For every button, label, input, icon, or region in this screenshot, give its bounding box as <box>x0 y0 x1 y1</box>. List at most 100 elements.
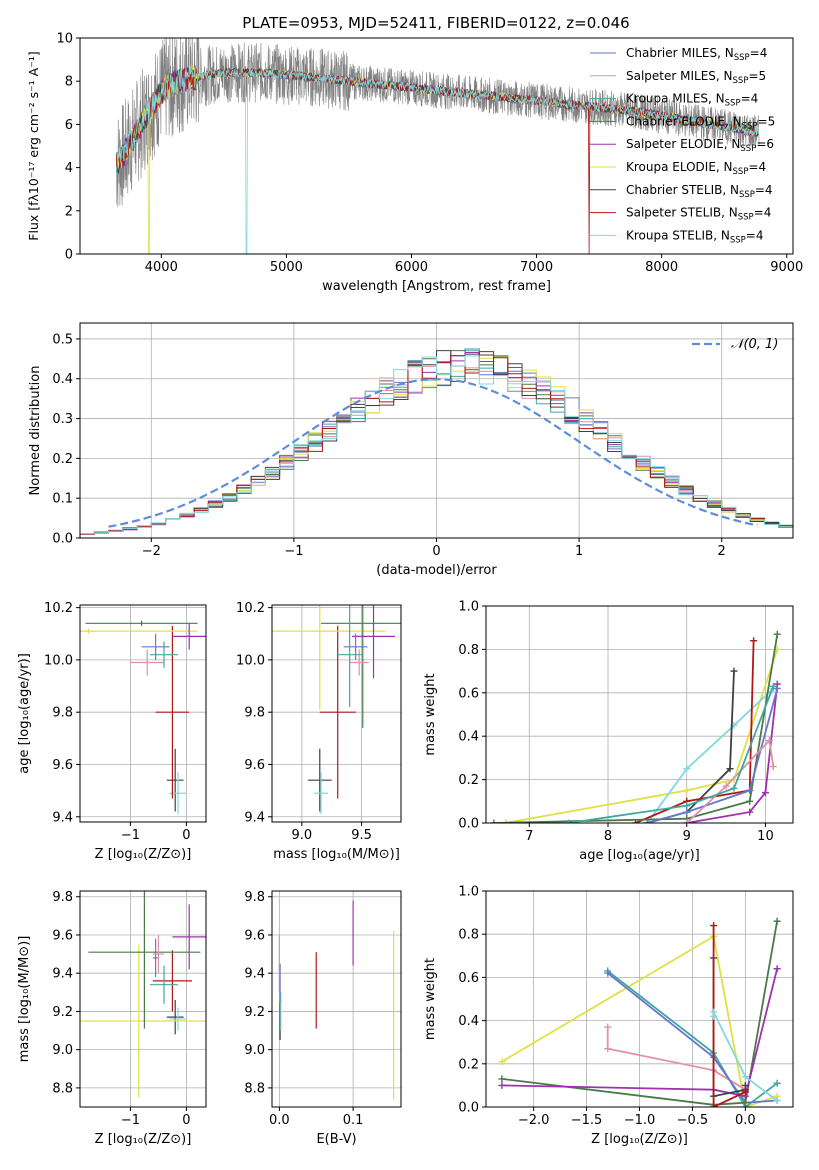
y-tick-label: 9.6 <box>244 758 265 773</box>
y-tick-label: 0.4 <box>458 1014 479 1029</box>
y-tick-label: 8.8 <box>244 1081 265 1096</box>
plot-area-residual_histogram <box>80 348 793 538</box>
data-point-marker <box>683 786 691 794</box>
x-tick-label: 2 <box>718 544 726 559</box>
y-tick-label: 2 <box>65 204 73 219</box>
plot-area-age_vs_Z <box>80 620 206 815</box>
axes-age_vs_Z <box>80 605 206 822</box>
series-line <box>505 649 779 823</box>
data-point-marker <box>741 1099 749 1107</box>
data-point-marker <box>769 763 777 771</box>
y-tick-label: 9.4 <box>244 967 265 982</box>
legend-entry: Chabrier MILES, NSSP=4 <box>626 46 767 63</box>
series-line <box>686 738 775 823</box>
data-point-marker <box>746 797 754 805</box>
data-point-marker <box>643 819 651 823</box>
y-tick-label: 6 <box>65 118 73 133</box>
y-axis-label: Normed distribution <box>28 366 43 496</box>
errorbar-kroupa-miles <box>150 641 178 668</box>
errorbar-kroupa-miles <box>337 605 362 707</box>
axes-frame <box>485 605 794 824</box>
data-point-marker <box>604 1045 612 1053</box>
series-chabrier-stelib <box>643 667 738 823</box>
errorbar-chabrier-miles <box>152 938 159 978</box>
errorbar-kroupa-elodie <box>80 944 206 1098</box>
axes-age_vs_mass <box>272 605 401 822</box>
data-point-marker <box>683 765 691 773</box>
y-tick-label: 9.6 <box>52 928 73 943</box>
y-tick-label: 10.2 <box>236 601 265 616</box>
axes-mass_weight_vs_age <box>486 605 793 824</box>
y-tick-label: 9.6 <box>244 928 265 943</box>
axes-frame <box>79 604 207 823</box>
y-tick-label: 10.0 <box>236 653 265 668</box>
y-tick-label: 0.6 <box>458 686 479 701</box>
y-tick-label: 0.2 <box>458 1057 479 1072</box>
legend-entry: Kroupa ELODIE, NSSP=4 <box>626 160 766 177</box>
errorbar-kroupa-stelib <box>169 1007 187 1031</box>
x-tick-label: 7 <box>525 829 533 844</box>
series-salpeter-stelib <box>632 637 758 823</box>
y-tick-label: 9.4 <box>52 967 73 982</box>
data-point-marker <box>710 1008 718 1016</box>
errorbar-chabrier-elodie <box>88 891 201 1029</box>
series-line <box>686 684 779 823</box>
x-axis-label: mass [log₁₀(M/M⊙)] <box>273 847 400 862</box>
axes-mass_weight_vs_Z <box>486 890 793 1108</box>
y-tick-label: 0.0 <box>458 1101 479 1116</box>
y-axis-label: age [log₁₀(age/yr)] <box>17 653 32 774</box>
data-point-marker <box>741 1073 749 1081</box>
data-point-marker <box>498 1081 506 1089</box>
legend-entry: Salpeter MILES, NSSP=5 <box>626 69 766 86</box>
histogram-kroupa-stelib <box>80 355 793 538</box>
errorbar-salpeter-stelib <box>152 950 192 1012</box>
spectrum-legend: Chabrier MILES, NSSP=4 Salpeter MILES, NS… <box>590 46 775 245</box>
data-point-marker <box>498 1058 506 1066</box>
data-point-marker <box>683 802 691 810</box>
x-tick-label: 10 <box>757 829 774 844</box>
data-point-marker <box>750 637 758 645</box>
data-point-marker <box>741 1086 749 1094</box>
data-point-marker <box>773 684 781 692</box>
x-tick-label: 0.0 <box>269 1113 290 1128</box>
x-tick-label: 9.0 <box>292 828 313 843</box>
errorbar-kroupa-stelib <box>313 772 329 815</box>
y-tick-label: 8 <box>65 75 73 90</box>
x-tick-label: 0 <box>182 1113 190 1128</box>
errorbar-chabrier-miles <box>141 633 170 660</box>
x-tick-label: −2.0 <box>518 1113 550 1128</box>
legend-entry: Chabrier STELIB, NSSP=4 <box>626 183 773 200</box>
frame-mass_weight_vs_Z: −2.0 −1.5 −1.0 −0.5 0.0 0.0 0.2 0.4 0.6 0.8 1.0 Z [… <box>423 885 794 1147</box>
y-axis-label: mass weight <box>423 673 438 755</box>
series-line <box>568 685 775 823</box>
errorbar-kroupa-miles <box>150 965 178 1004</box>
series-kroupa-miles <box>565 682 777 823</box>
y-axis-label: Flux [fλ10⁻¹⁷ erg cm⁻² s⁻¹ A⁻¹] <box>26 51 41 240</box>
x-tick-label: 6000 <box>395 260 428 275</box>
plot-area-age_vs_mass <box>272 605 401 815</box>
y-tick-label: 9.0 <box>244 1043 265 1058</box>
axes-residual_histogram <box>80 323 793 539</box>
x-axis-label: Z [log₁₀(Z/Z⊙)] <box>95 847 192 862</box>
x-tick-label: 0.1 <box>343 1113 364 1128</box>
y-tick-label: 0 <box>65 248 73 263</box>
data-point-marker <box>746 786 754 794</box>
data-point-marker <box>746 808 754 816</box>
axes-mass_vs_EBV <box>272 891 401 1107</box>
data-point-marker <box>710 1103 718 1107</box>
series-kroupa-stelib <box>710 1008 781 1105</box>
errorbar-salpeter-miles <box>152 934 164 974</box>
x-tick-label: 0 <box>182 828 190 843</box>
errorbar-salpeter-elodie <box>352 605 396 679</box>
axes-frame <box>271 890 402 1108</box>
errorbar-salpeter-miles <box>349 649 369 676</box>
axes-frame <box>79 37 794 255</box>
data-point-marker <box>761 789 769 797</box>
x-axis-label: wavelength [Angstrom, rest frame] <box>322 279 551 294</box>
data-point-marker <box>565 819 573 823</box>
data-point-marker <box>773 1079 781 1087</box>
y-tick-label: 10.0 <box>44 653 73 668</box>
data-point-marker <box>490 819 498 823</box>
y-tick-label: 9.8 <box>244 706 265 721</box>
x-tick-label: −1 <box>121 1113 140 1128</box>
